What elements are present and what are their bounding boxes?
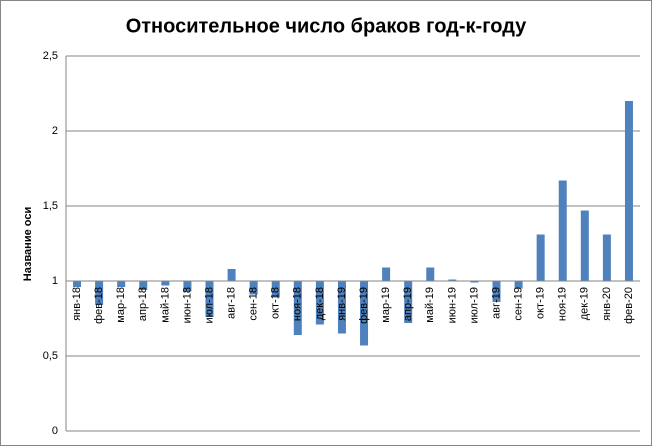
x-tick-label: сен-18	[248, 287, 260, 321]
bar	[95, 281, 104, 305]
y-tick-label: 1,5	[43, 200, 58, 212]
bar	[73, 281, 82, 287]
x-tick-label: ноя-18	[292, 287, 304, 321]
x-tick-label: май-18	[159, 287, 171, 323]
x-tick-label: авг-18	[225, 287, 237, 319]
x-tick-label: дек-18	[314, 287, 326, 320]
x-tick-label: дек-19	[579, 287, 591, 320]
x-tick-label: ноя-19	[557, 287, 569, 321]
x-tick-label: янв-20	[601, 287, 613, 321]
y-tick-label: 2,5	[43, 50, 58, 62]
bar	[536, 234, 545, 281]
bar	[558, 180, 567, 281]
x-tick-label: мар-18	[115, 287, 127, 323]
x-tick-label: окт-19	[535, 287, 547, 319]
y-tick-label: 0,5	[43, 350, 58, 362]
bar	[271, 281, 280, 298]
bar	[205, 281, 214, 317]
bar	[404, 281, 413, 323]
bar	[492, 281, 501, 302]
x-tick-label: июл-19	[468, 287, 480, 323]
y-tick-label: 0	[52, 425, 58, 437]
x-tick-label: апр-18	[137, 287, 149, 321]
bar	[161, 281, 170, 286]
bar	[470, 281, 479, 283]
bar	[139, 281, 148, 290]
bar	[117, 281, 126, 287]
x-tick-label: мар-19	[380, 287, 392, 323]
x-tick-label: янв-18	[71, 287, 83, 321]
bar	[602, 234, 611, 281]
x-tick-label: фев-19	[358, 287, 370, 324]
x-tick-label: апр-19	[402, 287, 414, 321]
bar	[580, 210, 589, 281]
bar	[624, 101, 633, 281]
x-tick-label: авг-19	[490, 287, 502, 319]
y-tick-label: 1	[52, 275, 58, 287]
x-tick-label: июл-18	[203, 287, 215, 323]
y-axis-title: Название оси	[22, 207, 34, 281]
bar	[315, 281, 324, 325]
x-tick-label: май-19	[424, 287, 436, 323]
bar	[426, 267, 435, 281]
bar	[227, 269, 236, 281]
x-tick-label: июн-19	[446, 287, 458, 323]
bar	[337, 281, 346, 334]
bar	[360, 281, 369, 346]
bar	[382, 267, 391, 281]
x-tick-label: окт-18	[270, 287, 282, 319]
x-tick-label: сен-19	[512, 287, 524, 321]
bar	[514, 281, 523, 289]
x-tick-label: янв-19	[336, 287, 348, 321]
bar	[183, 281, 192, 292]
bar	[249, 281, 258, 295]
chart-title: Относительное число браков год-к-году	[126, 15, 527, 37]
y-tick-label: 2	[52, 125, 58, 137]
x-tick-label: фев-18	[93, 287, 105, 324]
x-tick-label: июн-18	[181, 287, 193, 323]
bar	[448, 279, 457, 281]
bar	[293, 281, 302, 335]
x-tick-label: фев-20	[623, 287, 635, 324]
